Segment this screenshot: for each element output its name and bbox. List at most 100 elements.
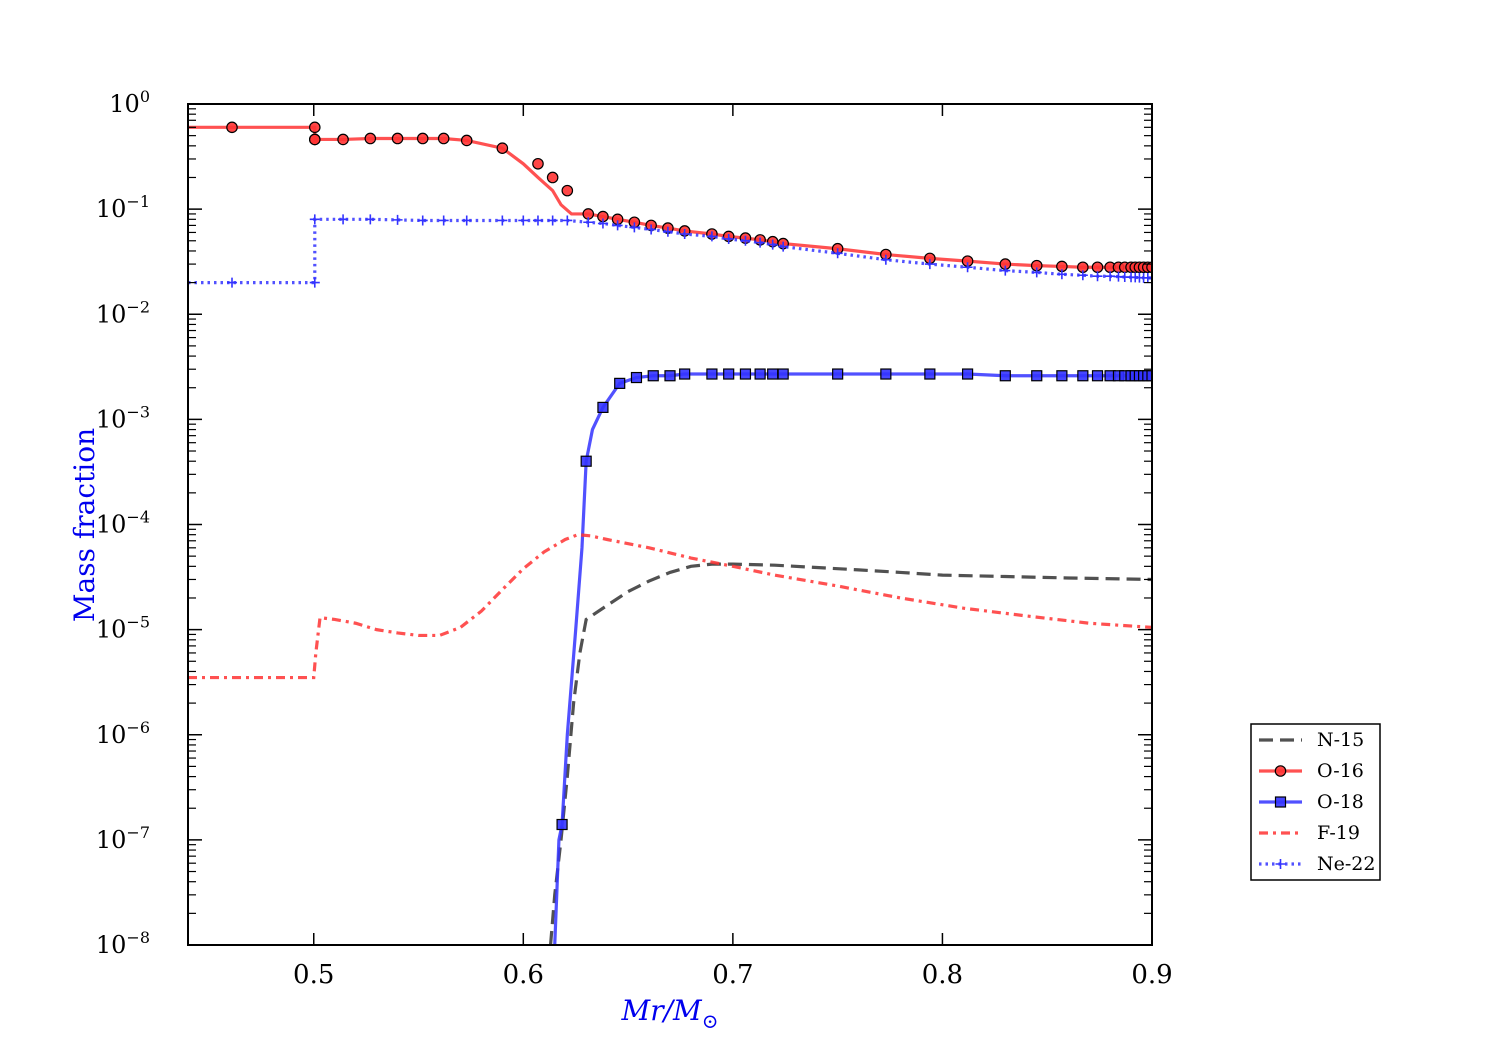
- y-tick-label: 100: [109, 87, 150, 118]
- data-point-o-18: [777, 368, 789, 380]
- data-point-o-18: [679, 368, 691, 380]
- data-point-o-18: [924, 368, 936, 380]
- data-point-ne-22: [518, 215, 529, 226]
- data-point-o-16: [308, 121, 321, 134]
- y-tick-label: 10−7: [96, 823, 150, 854]
- y-axis-label: Mass fraction: [68, 428, 101, 622]
- legend-marker-o-18: [1274, 796, 1287, 808]
- data-point-ne-22: [338, 214, 349, 225]
- data-point-ne-22: [679, 228, 690, 239]
- data-point-ne-22: [880, 254, 891, 265]
- x-tick-labels: 0.5 0.6 0.7 0.8 0.9: [293, 960, 1173, 990]
- y-tick-exponent: −3: [126, 402, 150, 421]
- data-point-o-18: [754, 368, 766, 380]
- data-point-ne-22: [1000, 265, 1011, 276]
- y-tick-label: 10−4: [96, 508, 150, 539]
- data-point-ne-22: [767, 239, 778, 250]
- data-point-ne-22: [706, 231, 717, 242]
- y-tick-exponent: −7: [126, 823, 150, 842]
- y-tick-label: 10−1: [96, 192, 150, 223]
- legend-label-ne-22: Ne-22: [1317, 853, 1375, 875]
- legend-marker-o-16: [1274, 765, 1287, 777]
- data-point-o-16: [337, 133, 349, 146]
- data-point-o-18: [597, 401, 609, 413]
- data-point-o-18: [880, 368, 892, 380]
- data-point-o-16: [364, 132, 377, 145]
- y-tick-exponent: −1: [126, 192, 150, 211]
- series-line-o-16: [188, 125, 1152, 269]
- data-point-o-18: [706, 368, 718, 380]
- x-axis-label-sun: ⊙: [702, 1009, 719, 1033]
- series-line-f-19: [188, 533, 1152, 680]
- data-point-ne-22: [562, 215, 573, 226]
- data-point-o-18: [556, 818, 568, 831]
- data-point-o-16: [226, 121, 238, 134]
- legend-label-o-16: O-16: [1317, 760, 1364, 782]
- y-tick-label: 10−5: [96, 613, 150, 644]
- data-point-o-18: [614, 377, 626, 389]
- x-tick-label: 0.8: [922, 960, 963, 990]
- legend-label-n-15: N-15: [1317, 729, 1364, 751]
- data-point-ne-22: [755, 237, 766, 248]
- data-point-o-16: [308, 133, 321, 146]
- legend-item-n-15: N-15: [1259, 729, 1364, 751]
- series-layer: [188, 121, 1152, 945]
- data-point-ne-22: [723, 233, 734, 244]
- data-point-ne-22: [1105, 271, 1116, 282]
- legend-item-f-19: F-19: [1259, 822, 1360, 844]
- y-tick-exponent: 0: [140, 87, 150, 106]
- data-point-o-18: [961, 368, 974, 380]
- data-point-ne-22: [612, 220, 623, 231]
- data-point-o-18: [580, 455, 592, 467]
- data-point-o-16: [416, 132, 429, 145]
- legend-label-o-18: O-18: [1317, 791, 1364, 813]
- legend-item-o-16: O-16: [1259, 760, 1364, 782]
- series-ne-22: [188, 214, 1152, 288]
- data-point-ne-22: [1056, 269, 1067, 280]
- data-point-ne-22: [662, 226, 673, 237]
- data-point-ne-22: [924, 259, 935, 270]
- y-tick-label: 10−6: [96, 718, 150, 749]
- x-tick-label: 0.6: [503, 960, 544, 990]
- x-axis-label-m: M: [672, 994, 703, 1027]
- series-o-18: [553, 368, 1152, 945]
- data-point-o-16: [546, 171, 559, 184]
- data-point-o-18: [1031, 370, 1043, 382]
- y-tick-labels: 100 10−1 10−2 10−3 10−4 10−5 10−6 10−7 10−8: [96, 87, 150, 959]
- series-line-n-15: [548, 562, 1152, 945]
- data-point-ne-22: [227, 277, 238, 288]
- data-point-o-16: [1091, 261, 1104, 274]
- data-point-o-18: [739, 368, 752, 380]
- data-point-ne-22: [740, 235, 751, 246]
- data-point-ne-22: [532, 215, 543, 226]
- y-tick-exponent: −4: [126, 508, 150, 527]
- data-point-ne-22: [309, 277, 320, 288]
- data-point-ne-22: [597, 218, 608, 229]
- legend-label-f-19: F-19: [1317, 822, 1360, 844]
- legend: N-15 O-16 O-18 F-19 Ne-22: [1250, 723, 1381, 881]
- data-point-o-16: [460, 134, 473, 147]
- series-n-15: [548, 562, 1152, 945]
- data-point-o-16: [561, 184, 574, 197]
- data-point-o-18: [664, 370, 676, 382]
- data-point-ne-22: [392, 214, 403, 225]
- x-tick-label: 0.9: [1131, 960, 1172, 990]
- ticks-layer: [188, 103, 1153, 946]
- data-point-ne-22: [438, 215, 449, 226]
- data-point-ne-22: [547, 215, 558, 226]
- legend-marker-ne-22: [1275, 859, 1286, 869]
- data-point-ne-22: [962, 262, 973, 273]
- y-tick-exponent: −6: [126, 718, 150, 737]
- x-axis-label: Mr/M⊙: [621, 994, 719, 1033]
- data-point-ne-22: [309, 214, 320, 225]
- data-point-o-18: [767, 368, 779, 380]
- x-axis-label-slash: /: [661, 994, 676, 1027]
- data-point-o-18: [832, 368, 844, 380]
- data-point-o-18: [630, 371, 643, 384]
- data-point-o-18: [1091, 370, 1104, 382]
- data-point-ne-22: [1077, 270, 1088, 281]
- y-tick-label: 10−3: [96, 402, 150, 433]
- data-point-ne-22: [646, 224, 657, 235]
- data-point-ne-22: [497, 215, 508, 226]
